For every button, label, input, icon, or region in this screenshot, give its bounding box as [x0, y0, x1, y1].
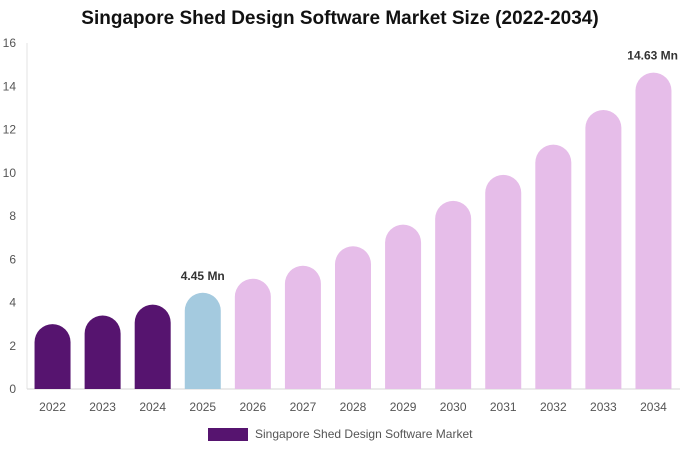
bars: [34, 72, 672, 389]
legend: Singapore Shed Design Software Market: [208, 426, 472, 442]
x-axis-ticks: 2022 2023 2024 2025 2026 2027 2028 2029 2030 2031…: [39, 400, 667, 414]
y-tick-label: 4: [9, 296, 16, 310]
data-labels: 4.45 Mn 14.63 Mn: [181, 49, 678, 283]
bar-2033: [585, 110, 622, 389]
x-tick-label: 2033: [590, 400, 617, 414]
y-tick-label: 12: [3, 123, 17, 137]
bar-2027: [284, 265, 321, 389]
bar-2029: [385, 224, 422, 389]
x-tick-label: 2025: [189, 400, 216, 414]
bar-2024: [134, 304, 171, 389]
x-tick-label: 2027: [290, 400, 317, 414]
bar-2031: [485, 174, 522, 389]
x-tick-label: 2024: [139, 400, 166, 414]
bar-2030: [435, 200, 472, 389]
x-tick-label: 2030: [440, 400, 467, 414]
y-tick-label: 2: [9, 339, 16, 353]
bar-2034: [635, 72, 672, 389]
bar-2023: [84, 315, 121, 389]
bar-2026: [234, 278, 271, 389]
legend-label: Singapore Shed Design Software Market: [255, 427, 473, 441]
x-tick-label: 2028: [340, 400, 367, 414]
bar-2022: [34, 324, 71, 389]
x-tick-label: 2026: [239, 400, 266, 414]
x-tick-label: 2023: [89, 400, 116, 414]
y-tick-label: 16: [3, 36, 17, 50]
y-axis-ticks: 0 2 4 6 8 10 12 14 16: [3, 36, 17, 396]
x-tick-label: 2029: [390, 400, 417, 414]
x-tick-label: 2022: [39, 400, 66, 414]
bar-2032: [535, 144, 572, 389]
y-tick-label: 14: [3, 79, 17, 93]
data-label-2025: 4.45 Mn: [181, 269, 225, 283]
bar-2025: [184, 292, 221, 389]
data-label-2034: 14.63 Mn: [627, 49, 678, 63]
x-tick-label: 2032: [540, 400, 567, 414]
y-tick-label: 10: [3, 166, 17, 180]
y-tick-label: 0: [9, 382, 16, 396]
x-tick-label: 2031: [490, 400, 517, 414]
bar-2028: [335, 246, 371, 389]
y-tick-label: 6: [9, 252, 16, 266]
legend-swatch: [208, 427, 248, 441]
x-tick-label: 2034: [640, 400, 667, 414]
chart-title: Singapore Shed Design Software Market Si…: [81, 8, 599, 29]
y-tick-label: 8: [9, 209, 16, 223]
